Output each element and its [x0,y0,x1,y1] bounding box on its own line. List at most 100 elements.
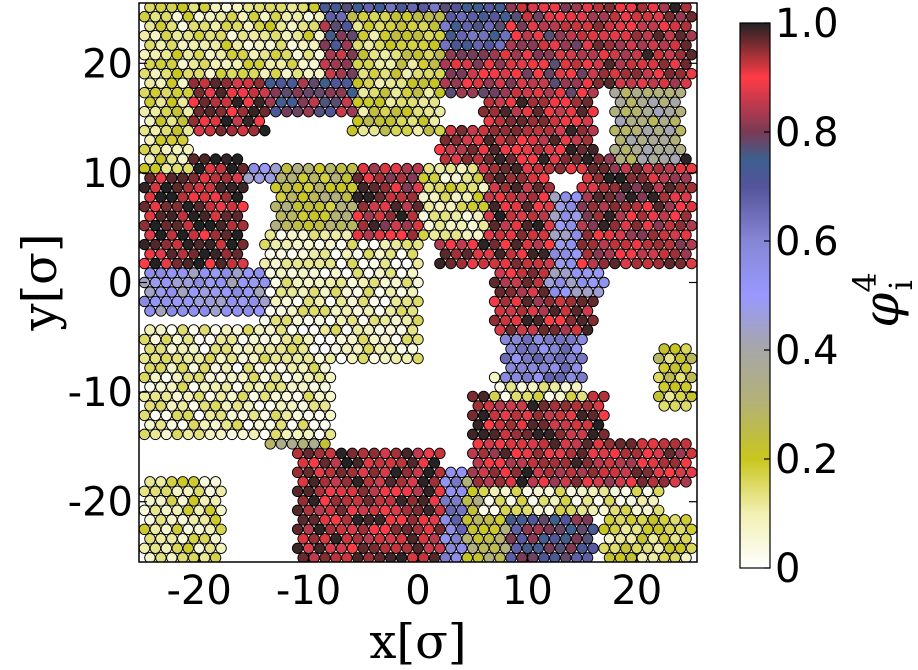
particle-point [538,381,550,393]
particle-point [220,191,233,203]
particle-point [538,20,550,32]
particle-point [198,39,211,51]
particle-point [319,39,331,51]
particle-point [685,238,697,251]
particle-point [149,143,162,156]
particle-point [291,200,304,213]
particle-point [297,381,309,393]
particle-point [527,495,539,507]
particle-point [636,153,648,165]
particle-point [669,381,681,393]
particle-point [587,504,599,517]
particle-point [477,181,490,194]
particle-point [313,371,326,384]
particle-point [549,552,561,562]
particle-point [636,20,648,32]
particle-point [270,86,282,99]
particle-point [363,305,375,317]
particle-point [297,457,309,469]
particle-point [166,77,178,89]
particle-point [395,77,408,89]
particle-point [499,371,512,384]
particle-point [439,495,452,507]
particle-point [209,533,222,545]
particle-point [614,495,627,507]
particle-point [614,229,627,241]
particle-point [483,115,495,127]
particle-point [434,162,446,175]
particle-point [390,542,402,554]
particle-point [428,533,441,545]
particle-point [620,143,632,156]
particle-point [549,3,561,13]
particle-point [142,561,147,562]
particle-point [505,134,517,146]
particle-point [231,77,244,89]
particle-point [401,333,413,346]
particle-point [685,352,697,365]
particle-point [428,96,441,108]
particle-point [166,267,178,279]
particle-point [144,153,156,165]
particle-point [275,362,287,374]
particle-point [177,229,189,241]
particle-point [406,495,419,507]
particle-point [171,30,183,42]
particle-point [302,276,315,289]
particle-point [669,96,681,108]
particle-point [467,48,479,61]
particle-point [631,124,643,137]
particle-point [412,30,424,42]
particle-point [144,381,156,393]
particle-point [182,11,194,23]
particle-point [499,333,512,346]
particle-point [576,504,588,517]
particle-point [209,552,222,562]
particle-point [319,172,331,184]
particle-point [193,352,205,365]
particle-point [549,58,561,70]
particle-point [209,419,222,431]
particle-point [598,238,610,251]
particle-point [215,67,227,80]
particle-point [324,30,337,42]
particle-point [198,514,211,526]
particle-point [423,200,435,213]
particle-point [434,30,446,42]
particle-point [439,134,452,146]
particle-point [144,267,156,279]
particle-point [198,495,211,507]
particle-point [149,428,162,441]
particle-point [264,381,276,393]
particle-point [390,30,402,42]
particle-point [560,400,572,412]
particle-point [631,86,643,99]
particle-point [231,153,244,165]
particle-point [390,219,402,232]
particle-point [598,181,610,194]
particle-point [324,333,337,346]
particle-point [412,352,424,365]
particle-point [554,143,566,156]
particle-point [171,124,183,137]
particle-point [488,504,501,517]
particle-point [423,67,435,80]
particle-point [171,523,183,535]
particle-point [505,115,517,127]
particle-point [472,134,484,146]
particle-point [488,181,501,194]
particle-point [467,428,479,441]
particle-point [445,48,457,61]
particle-point [291,314,304,327]
particle-point [379,447,391,460]
particle-point [193,238,205,251]
particle-point [177,153,189,165]
particle-point [603,533,616,545]
particle-point [220,362,233,374]
particle-point [494,191,506,203]
particle-point [220,324,233,336]
particle-point [324,86,337,99]
particle-point [193,181,205,194]
particle-point [685,257,697,270]
particle-point [182,86,194,99]
